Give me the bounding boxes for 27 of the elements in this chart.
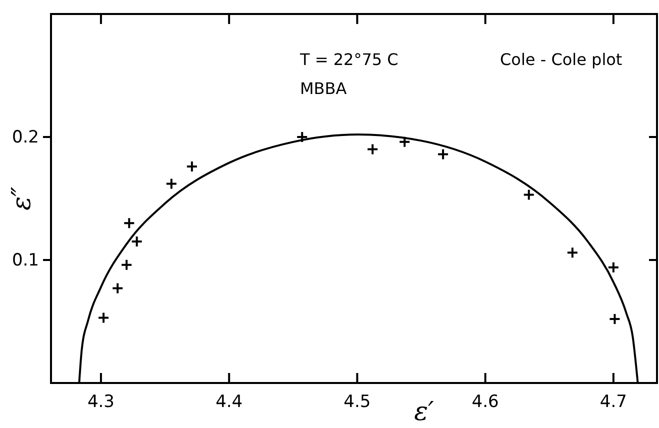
point xyxy=(120,258,133,271)
point xyxy=(296,131,308,143)
y-tick-label: 0.1 xyxy=(12,250,39,270)
x-axis-title: ε′ xyxy=(414,397,434,427)
annotation: MBBA xyxy=(300,79,347,98)
point xyxy=(123,217,136,230)
point xyxy=(522,188,535,201)
x-tick-label: 4.5 xyxy=(344,392,371,412)
x-tick-label: 4.3 xyxy=(87,392,114,412)
point xyxy=(130,236,143,248)
y-tick-label: 0.2 xyxy=(12,127,39,148)
point xyxy=(186,160,198,173)
point xyxy=(366,143,379,156)
point xyxy=(98,312,110,324)
line-series xyxy=(78,134,639,384)
x-tick-label: 4.7 xyxy=(600,392,627,412)
point xyxy=(607,261,620,274)
point xyxy=(566,246,578,259)
point xyxy=(437,148,450,160)
y-axis-title: ε″ xyxy=(7,186,37,210)
x-tick-label: 4.6 xyxy=(472,392,499,412)
point xyxy=(112,282,124,294)
x-tick-label: 4.4 xyxy=(216,392,243,412)
point xyxy=(165,178,178,190)
point xyxy=(608,313,621,326)
annotation: Cole - Cole plot xyxy=(500,50,622,69)
annotation: T = 22°75 C xyxy=(299,50,398,69)
